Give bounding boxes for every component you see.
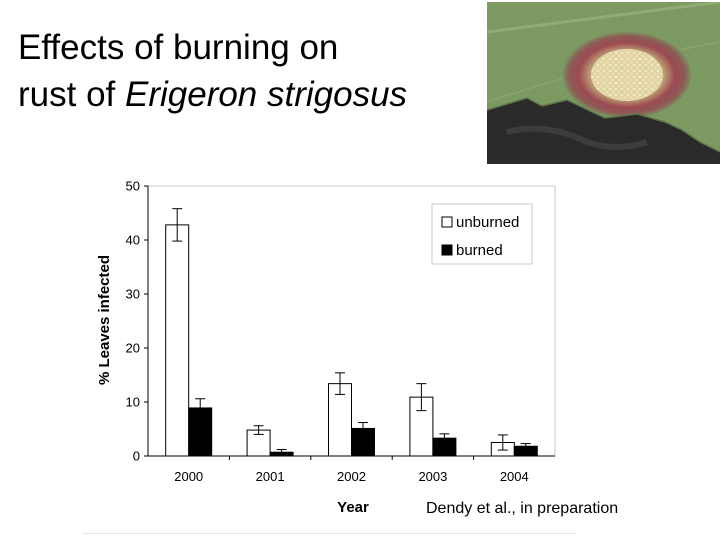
legend-swatch-unburned [441, 216, 453, 228]
citation: Dendy et al., in preparation [426, 500, 619, 517]
bars [165, 208, 538, 457]
legend-label-unburned: unburned [456, 214, 519, 231]
leaf-rust-photo [487, 2, 720, 164]
divider [82, 533, 577, 534]
title-line-1: Effects of burning on [18, 28, 339, 67]
y-tick-label: 30 [126, 287, 140, 302]
y-tick-label: 50 [126, 179, 140, 194]
legend-swatch-burned [441, 244, 453, 256]
x-tick-label: 2001 [256, 469, 285, 484]
y-tick-label: 40 [126, 233, 140, 248]
title-species-name: Erigeron strigosus [124, 75, 408, 114]
bar-unburned-2000 [165, 224, 190, 457]
y-tick-label: 10 [126, 395, 140, 410]
y-tick-label: 20 [126, 341, 140, 356]
y-axis-title: % Leaves infected [96, 255, 113, 385]
slide-title: Effects of burning on rust of Erigeron st… [18, 24, 488, 118]
legend: unburned burned [431, 203, 533, 265]
y-tick-label: 0 [133, 449, 140, 464]
x-axis: 2000 2001 2002 2003 2004 [174, 456, 529, 484]
x-tick-label: 2000 [174, 469, 203, 484]
x-axis-title: Year [337, 499, 369, 516]
y-axis: 0 10 20 30 40 50 [126, 179, 148, 464]
x-tick-label: 2003 [418, 469, 447, 484]
legend-label-burned: burned [456, 242, 503, 259]
title-line-2-prefix: rust of [18, 75, 125, 114]
x-tick-label: 2004 [500, 469, 529, 484]
x-tick-label: 2002 [337, 469, 366, 484]
